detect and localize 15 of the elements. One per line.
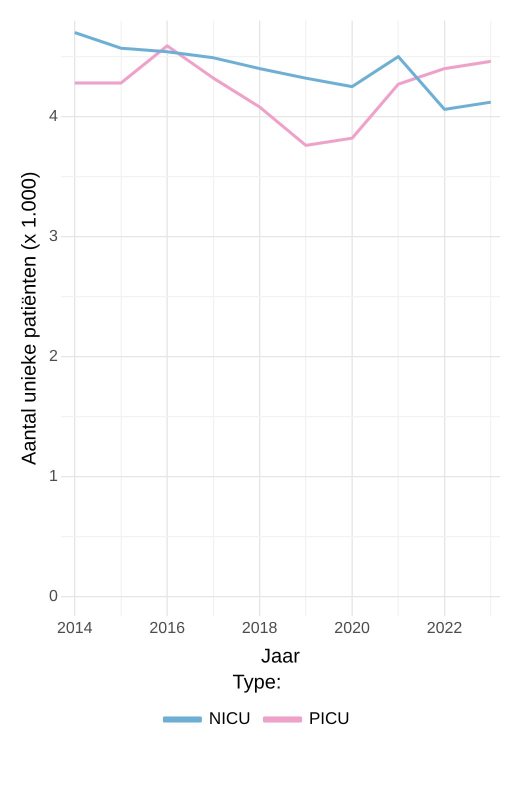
- y-axis-title: Aantal unieke patiënten (x 1.000): [18, 171, 41, 465]
- x-axis-title: Jaar: [260, 646, 300, 668]
- y-tick-label: 4: [48, 108, 58, 126]
- x-tick-label: 2020: [334, 620, 370, 637]
- legend-label: PICU: [308, 709, 350, 728]
- legend-title: Type:: [232, 672, 282, 694]
- x-tick-label: 2014: [56, 620, 93, 637]
- legend-label: NICU: [208, 709, 250, 728]
- y-tick-label: 2: [48, 348, 58, 366]
- x-tick-label: 2016: [149, 620, 186, 637]
- y-tick-label: 3: [48, 228, 58, 246]
- y-tick-label: 0: [48, 588, 58, 606]
- x-tick-label: 2018: [242, 620, 278, 637]
- y-tick-label: 1: [48, 468, 58, 486]
- x-tick-label: 2022: [426, 620, 462, 637]
